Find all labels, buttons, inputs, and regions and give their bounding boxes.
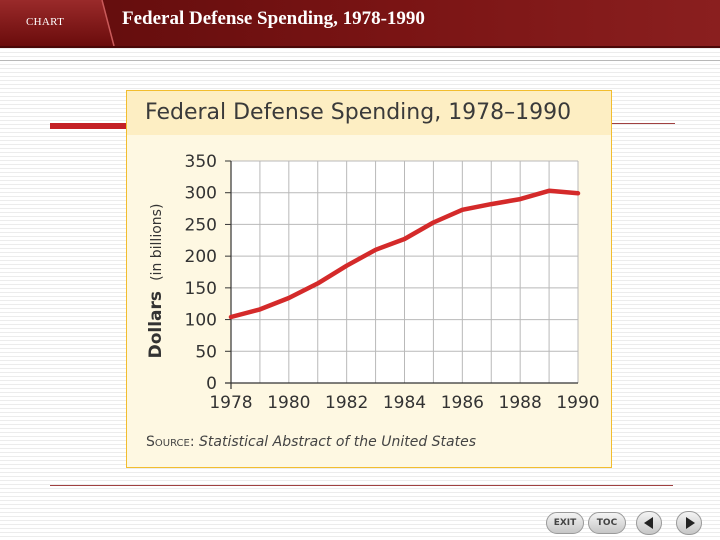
y-tick-label: 200: [185, 247, 217, 267]
y-tick-label: 300: [185, 184, 217, 204]
slide-title: Federal Defense Spending, 1978-1990: [122, 8, 425, 29]
y-axis-title: Dollars (in billions): [146, 204, 166, 359]
x-tick-labels: 1978 1980 1982 1984 1986 1988 1990: [209, 393, 599, 413]
axes: [225, 160, 578, 389]
bottom-divider: [50, 485, 673, 486]
x-tick-label: 1984: [383, 393, 426, 413]
x-tick-label: 1978: [209, 393, 252, 413]
arrow-left-icon: [644, 517, 653, 529]
source-note: Source: Statistical Abstract of the Unit…: [146, 434, 476, 450]
y-tick-label: 350: [185, 152, 217, 172]
toc-button[interactable]: TOC: [588, 512, 626, 534]
chart-title-band: [127, 91, 611, 135]
slide-header: CHART Federal Defense Spending, 1978-199…: [0, 0, 720, 48]
x-tick-label: 1980: [267, 393, 310, 413]
y-tick-label: 0: [206, 374, 217, 394]
next-button[interactable]: [676, 511, 702, 535]
grid: [231, 160, 579, 383]
exit-button[interactable]: EXIT: [546, 512, 584, 534]
header-bar: [0, 0, 720, 48]
chart-panel: Federal Defense Spending, 1978–1990 0 50 1…: [126, 90, 612, 468]
arrow-right-icon: [686, 517, 695, 529]
chart-tag: CHART: [26, 16, 65, 28]
y-axis-label-main: Dollars: [146, 291, 166, 358]
y-tick-label: 100: [185, 311, 217, 331]
x-tick-label: 1990: [556, 393, 599, 413]
x-tick-label: 1988: [499, 393, 542, 413]
x-tick-label: 1982: [325, 393, 368, 413]
series: [228, 188, 581, 320]
x-tick-label: 1986: [441, 393, 484, 413]
y-tick-labels: 0 50 100 150 200 250 300 350: [185, 152, 217, 394]
source-text: Statistical Abstract of the United State…: [199, 434, 477, 450]
y-axis-label-unit: (in billions): [149, 204, 165, 281]
y-tick-label: 50: [195, 342, 217, 362]
chart-title: Federal Defense Spending, 1978–1990: [145, 100, 572, 125]
source-label: Source:: [146, 434, 195, 450]
accent-line: [612, 123, 675, 124]
top-divider: [0, 60, 720, 61]
previous-button[interactable]: [636, 511, 662, 535]
accent-bar: [50, 123, 128, 129]
y-tick-label: 250: [185, 215, 217, 235]
y-tick-label: 150: [185, 279, 217, 299]
